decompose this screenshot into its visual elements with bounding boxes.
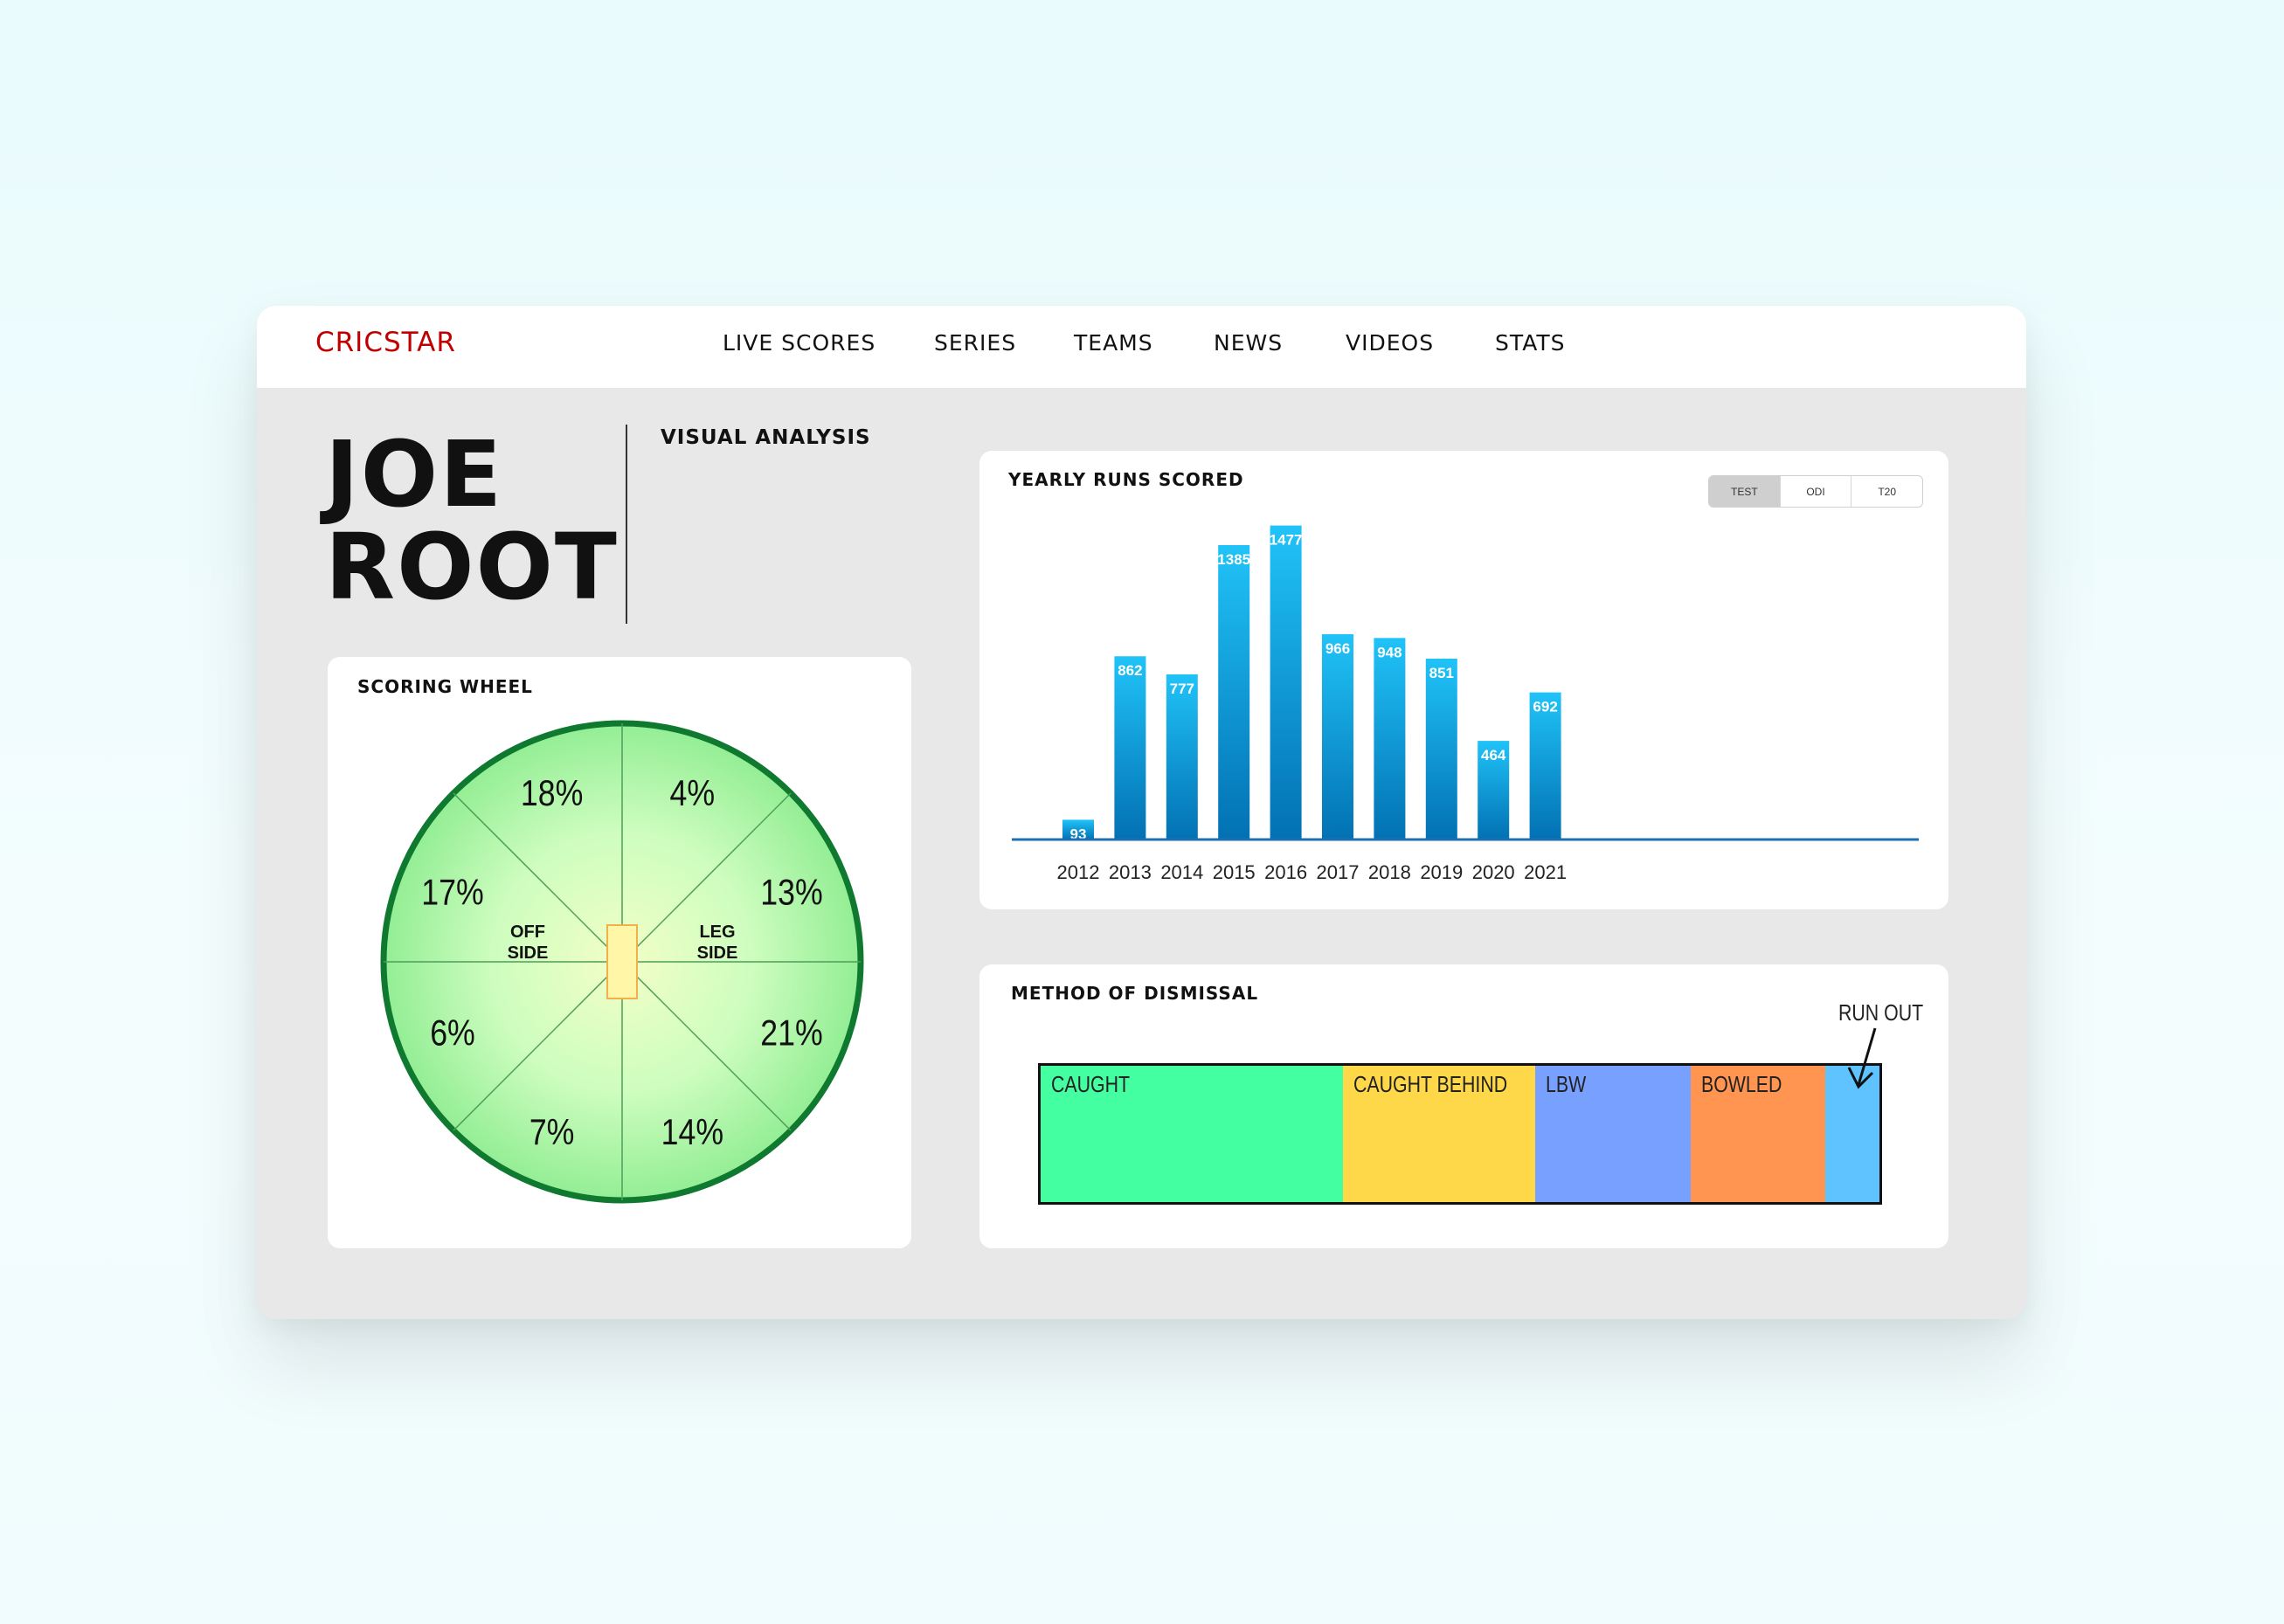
bar[interactable] bbox=[1218, 544, 1250, 840]
bar[interactable] bbox=[1062, 819, 1094, 840]
wheel-spoke bbox=[453, 792, 623, 963]
wheel-spoke bbox=[453, 961, 623, 1131]
player-first-name: JOE bbox=[325, 421, 504, 528]
bar-value-label: 777 bbox=[1170, 681, 1194, 697]
dismissal-segment[interactable]: LBW bbox=[1535, 1066, 1691, 1202]
dismissal-card: METHOD OF DISMISSAL CAUGHT CAUGHT BEHIND L… bbox=[979, 964, 1948, 1248]
section-label: VISUAL ANALYSIS bbox=[661, 426, 871, 449]
bar[interactable] bbox=[1374, 638, 1406, 840]
bar[interactable] bbox=[1166, 674, 1198, 840]
app-window: CRICSTAR LIVE SCORES SERIES TEAMS NEWS V… bbox=[257, 306, 2026, 1319]
bar-value-label: 948 bbox=[1377, 644, 1402, 660]
wheel-spokes bbox=[384, 723, 861, 1200]
dismissal-segment[interactable]: BOWLED bbox=[1690, 1066, 1825, 1202]
wheel-segment-label: 14% bbox=[661, 1112, 723, 1152]
wheel-segment-label: 4% bbox=[670, 773, 716, 813]
dismissal-segment-label: BOWLED bbox=[1700, 1071, 1782, 1097]
scoring-wheel: 4% 13% 21% 14% 7% 6% 17% 18% OFF SIDE LEG SIDE bbox=[380, 720, 864, 1204]
bar-value-label: 1477 bbox=[1270, 532, 1303, 549]
x-tick-label: 2013 bbox=[1109, 861, 1152, 883]
toggle-test[interactable]: TEST bbox=[1709, 476, 1781, 507]
cricstar-logo[interactable]: CRICSTAR bbox=[315, 327, 456, 358]
bar[interactable] bbox=[1529, 692, 1561, 840]
leg-side-label-line2: SIDE bbox=[697, 943, 738, 963]
bar[interactable] bbox=[1478, 741, 1510, 840]
wheel-segment-label: 17% bbox=[421, 873, 483, 913]
dismissal-segment-label: CAUGHT bbox=[1051, 1071, 1131, 1097]
x-tick-label: 2016 bbox=[1264, 861, 1307, 883]
dismissal-segment-label: LBW bbox=[1546, 1071, 1587, 1097]
yearly-runs-title: YEARLY RUNS SCORED bbox=[1008, 469, 1244, 490]
dismissal-segment-label: CAUGHT BEHIND bbox=[1353, 1071, 1507, 1097]
leg-side-label-line1: LEG bbox=[699, 923, 735, 942]
bar-value-label: 1385 bbox=[1217, 551, 1250, 568]
bar[interactable] bbox=[1322, 633, 1353, 840]
x-tick-label: 2018 bbox=[1368, 861, 1411, 883]
x-tick-label: 2020 bbox=[1472, 861, 1515, 883]
wheel-spoke bbox=[621, 792, 792, 963]
x-tick-label: 2014 bbox=[1160, 861, 1203, 883]
pitch-icon bbox=[606, 924, 638, 999]
bar-value-label: 966 bbox=[1325, 640, 1350, 657]
toggle-odi[interactable]: ODI bbox=[1781, 476, 1852, 507]
nav-teams[interactable]: TEAMS bbox=[1074, 330, 1153, 356]
dismissal-title: METHOD OF DISMISSAL bbox=[1011, 983, 1259, 1004]
format-toggle: TEST ODI T20 bbox=[1708, 475, 1923, 508]
nav-live-scores[interactable]: LIVE SCORES bbox=[723, 330, 876, 356]
off-side-label-line2: SIDE bbox=[508, 943, 549, 963]
main-nav: LIVE SCORES SERIES TEAMS NEWS VIDEOS STA… bbox=[257, 306, 2026, 388]
yearly-runs-card: YEARLY RUNS SCORED TEST ODI T20 93 862 777… bbox=[979, 451, 1948, 909]
bar-value-label: 464 bbox=[1481, 747, 1506, 764]
dismissal-segment[interactable]: CAUGHT BEHIND bbox=[1342, 1066, 1536, 1202]
scoring-wheel-card: SCORING WHEEL 4% 13% 21% 14% 7% 6% 17% 18% OFF … bbox=[328, 657, 911, 1248]
player-last-name: ROOT bbox=[325, 514, 619, 620]
wheel-segment-label: 21% bbox=[760, 1013, 822, 1054]
scoring-wheel-title: SCORING WHEEL bbox=[357, 676, 533, 697]
x-tick-label: 2017 bbox=[1317, 861, 1360, 883]
nav-stats[interactable]: STATS bbox=[1495, 330, 1566, 356]
dismissal-bar: CAUGHT CAUGHT BEHIND LBW BOWLED bbox=[1038, 1063, 1882, 1205]
wheel-labels: 4% 13% 21% 14% 7% 6% 17% 18% bbox=[421, 773, 822, 1152]
nav-news[interactable]: NEWS bbox=[1214, 330, 1284, 356]
bar[interactable] bbox=[1425, 658, 1457, 840]
nav-videos[interactable]: VIDEOS bbox=[1346, 330, 1435, 356]
player-name: JOE ROOT bbox=[325, 428, 622, 613]
dismissal-segment[interactable]: CAUGHT bbox=[1041, 1066, 1343, 1202]
wheel-segment-label: 7% bbox=[529, 1112, 575, 1152]
nav-series[interactable]: SERIES bbox=[934, 330, 1017, 356]
bar-value-label: 692 bbox=[1533, 699, 1557, 715]
bar[interactable] bbox=[1270, 525, 1302, 840]
bar-value-label: 862 bbox=[1118, 662, 1142, 679]
off-side-label-line1: OFF bbox=[510, 923, 545, 942]
wheel-segment-label: 6% bbox=[430, 1013, 475, 1054]
dismissal-segment[interactable] bbox=[1824, 1066, 1879, 1202]
wheel-spoke bbox=[621, 961, 792, 1131]
bar[interactable] bbox=[1114, 656, 1146, 840]
x-tick-labels: 2012 2013 2014 2015 2016 2017 2018 2019 2020 2021 bbox=[1057, 861, 1568, 883]
header-divider bbox=[626, 425, 627, 624]
toggle-t20[interactable]: T20 bbox=[1878, 485, 1897, 498]
wheel-segment-label: 18% bbox=[521, 773, 583, 813]
x-tick-label: 2012 bbox=[1057, 861, 1100, 883]
x-tick-label: 2015 bbox=[1213, 861, 1256, 883]
bar-value-label: 851 bbox=[1429, 665, 1454, 681]
x-tick-label: 2019 bbox=[1420, 861, 1463, 883]
run-out-label: RUN OUT bbox=[1838, 999, 1924, 1026]
wheel-segment-label: 13% bbox=[760, 873, 822, 913]
top-navigation-bar: CRICSTAR LIVE SCORES SERIES TEAMS NEWS V… bbox=[257, 306, 2026, 388]
x-tick-label: 2021 bbox=[1524, 861, 1567, 883]
